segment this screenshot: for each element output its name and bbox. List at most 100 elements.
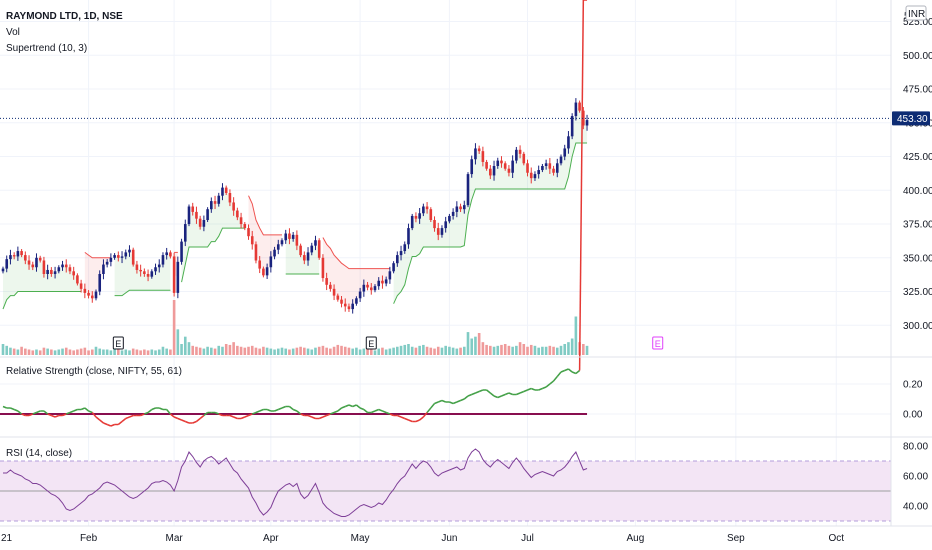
price-axis[interactable]: 300.00325.00350.00375.00400.00425.00450.…: [903, 17, 932, 512]
rs-line-segment: [233, 416, 238, 420]
vol-legend[interactable]: Vol: [6, 27, 20, 38]
rs-line-segment: [47, 413, 52, 417]
volume-bar: [518, 342, 522, 355]
rs-line-segment: [17, 410, 23, 415]
volume-bar: [410, 346, 414, 355]
volume-bar: [228, 344, 232, 355]
rs-legend[interactable]: Relative Strength (close, NIFTY, 55, 61): [6, 366, 182, 377]
candle-body: [582, 110, 585, 126]
currency-badge[interactable]: [905, 5, 927, 21]
rs-line-segment: [277, 407, 283, 411]
rs-line-segment: [62, 413, 67, 417]
volume-bar: [451, 347, 455, 355]
candle-body: [381, 280, 384, 284]
volume-bar: [358, 349, 362, 355]
pane-dividers: [0, 0, 932, 527]
candle-body: [559, 156, 563, 164]
volume-bar: [90, 349, 94, 355]
candle-body: [254, 244, 258, 261]
volume-bar: [254, 347, 258, 355]
rsi-line: [3, 448, 588, 517]
candle-body: [83, 288, 87, 293]
earnings-marker-box[interactable]: [652, 336, 664, 350]
candle-body: [180, 241, 183, 262]
volume-bar: [418, 345, 421, 355]
candle-body: [425, 206, 429, 210]
candle-body: [172, 256, 176, 293]
volume-bar: [154, 350, 157, 355]
rs-line-segment: [463, 395, 469, 400]
candle-body: [373, 286, 377, 291]
supertrend-up-line: [393, 142, 588, 304]
candle-body: [518, 149, 522, 154]
volume-bar: [347, 347, 351, 355]
candle-body: [221, 187, 224, 196]
rs-line-segment: [184, 420, 190, 424]
volume-bar: [314, 347, 317, 355]
rs-line-segment: [281, 405, 287, 409]
earnings-marker-box[interactable]: [365, 336, 377, 350]
price-tick-label: 300.00: [903, 321, 932, 332]
rs-line-segment: [10, 407, 15, 411]
supertrend-down-line: [84, 251, 111, 259]
time-axis[interactable]: 21 Feb Mar Apr May Jun Jul Aug Sep Oct: [1, 533, 844, 544]
rs-line-segment: [382, 410, 387, 414]
candle-body: [477, 148, 481, 152]
candle-body: [273, 249, 276, 257]
candle-body: [355, 298, 358, 304]
rs-line-segment: [28, 413, 34, 417]
candle-body: [139, 269, 142, 272]
candle-body: [90, 295, 94, 299]
volume-bar: [306, 348, 310, 355]
volume-bar: [280, 347, 284, 355]
symbol-title[interactable]: RAYMOND LTD, 1D, NSE: [6, 11, 123, 22]
rs-line-segment: [177, 417, 182, 421]
rsi-pane: [0, 448, 891, 522]
candle-body: [280, 240, 284, 245]
candle-body: [418, 213, 421, 219]
candle-body: [444, 221, 447, 229]
earnings-marker-box[interactable]: [112, 336, 124, 350]
supertrend-legend[interactable]: Supertrend (10, 3): [6, 43, 87, 54]
volume-bars: [1, 300, 589, 355]
rsi-legend[interactable]: RSI (14, close): [6, 448, 72, 459]
rs-line-segment: [214, 411, 220, 415]
candle-body: [362, 284, 366, 292]
rs-line-segment: [103, 422, 108, 426]
rs-line-segment: [549, 380, 555, 385]
candle-body: [563, 148, 567, 157]
volume-bar: [422, 344, 425, 355]
candle-body: [206, 209, 209, 220]
candle-body: [232, 202, 235, 211]
rs-line-segment: [400, 416, 406, 420]
candle-body: [239, 217, 243, 225]
volume-bar: [570, 338, 574, 355]
rs-line-segment: [575, 369, 581, 375]
supertrend-down-fill: [84, 252, 111, 297]
candle-body: [61, 264, 64, 268]
rs-line-segment: [307, 414, 313, 418]
earnings-marker-label: E: [368, 339, 374, 349]
volume-bar: [384, 349, 388, 355]
rs-line-segment: [266, 408, 272, 412]
volume-bar: [187, 342, 191, 355]
rs-line-segment: [51, 414, 56, 418]
volume-bar: [83, 347, 87, 355]
rs-line-segment: [508, 392, 513, 396]
candle-body: [574, 102, 578, 117]
volume-bar: [31, 350, 35, 355]
volume-bar: [64, 347, 68, 355]
candle-body: [38, 257, 42, 261]
rs-line-segment: [486, 389, 491, 394]
candle-body: [276, 244, 280, 250]
rs-line-segment: [218, 413, 223, 417]
volume-bar: [321, 345, 325, 355]
candle-body: [284, 233, 288, 241]
candle-body: [567, 136, 570, 149]
candle-body: [496, 160, 500, 166]
volume-bar: [35, 349, 38, 355]
rs-line-segment: [199, 414, 205, 420]
rs-line-segment: [110, 423, 115, 427]
